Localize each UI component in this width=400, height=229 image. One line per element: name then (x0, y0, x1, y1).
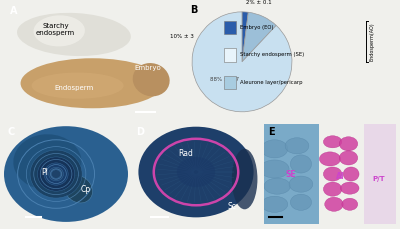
Text: E: E (268, 127, 274, 137)
Text: A: A (10, 6, 17, 16)
Ellipse shape (339, 151, 358, 165)
Ellipse shape (323, 167, 342, 181)
Text: 88% ± 2.7: 88% ± 2.7 (210, 77, 239, 82)
Ellipse shape (17, 13, 131, 56)
Ellipse shape (138, 127, 254, 217)
Text: Pl: Pl (42, 168, 48, 177)
Text: C: C (8, 127, 15, 137)
Ellipse shape (290, 155, 312, 173)
Ellipse shape (260, 160, 289, 178)
Ellipse shape (289, 176, 313, 192)
Ellipse shape (232, 149, 258, 209)
Text: P/T: P/T (372, 176, 385, 182)
Text: Rad: Rad (178, 149, 193, 158)
Ellipse shape (325, 197, 343, 211)
Text: Endosperm: Endosperm (54, 85, 94, 91)
Ellipse shape (290, 194, 312, 210)
Bar (364, 124, 396, 224)
Ellipse shape (343, 167, 359, 181)
Ellipse shape (44, 163, 68, 185)
Text: B: B (190, 5, 198, 15)
Text: Endosperm(AO): Endosperm(AO) (369, 22, 374, 60)
Ellipse shape (177, 157, 215, 187)
Wedge shape (242, 12, 276, 62)
Ellipse shape (339, 137, 358, 151)
Text: D: D (136, 127, 144, 137)
Ellipse shape (30, 150, 82, 198)
Ellipse shape (49, 167, 64, 181)
Ellipse shape (20, 58, 164, 108)
Text: Al: Al (336, 172, 345, 180)
Ellipse shape (133, 63, 170, 96)
Bar (264, 124, 320, 224)
Ellipse shape (261, 196, 288, 212)
Ellipse shape (261, 140, 288, 158)
Ellipse shape (13, 134, 82, 190)
Text: 10% ± 3: 10% ± 3 (170, 34, 194, 39)
Ellipse shape (34, 15, 85, 46)
Wedge shape (242, 12, 248, 62)
Ellipse shape (4, 126, 128, 222)
Text: 2% ± 0.1: 2% ± 0.1 (246, 0, 272, 5)
Text: Starchy endosperm (SE): Starchy endosperm (SE) (240, 52, 304, 57)
Ellipse shape (64, 175, 92, 203)
Ellipse shape (342, 198, 358, 210)
Ellipse shape (340, 182, 359, 194)
Text: Starchy
endosperm: Starchy endosperm (36, 23, 75, 36)
Wedge shape (192, 12, 292, 112)
Ellipse shape (320, 152, 340, 166)
Ellipse shape (38, 157, 75, 191)
Ellipse shape (32, 73, 124, 99)
Ellipse shape (285, 138, 309, 154)
Ellipse shape (264, 178, 290, 194)
Text: SE: SE (285, 169, 296, 179)
Text: Cp: Cp (81, 185, 91, 194)
Text: Sc: Sc (228, 202, 236, 211)
Ellipse shape (52, 170, 61, 178)
Text: Aleurone layer/pericarp: Aleurone layer/pericarp (240, 80, 302, 85)
Ellipse shape (323, 136, 342, 148)
Text: Embryo (EO): Embryo (EO) (240, 25, 274, 30)
Text: Embryo: Embryo (134, 65, 161, 71)
Ellipse shape (323, 182, 342, 196)
